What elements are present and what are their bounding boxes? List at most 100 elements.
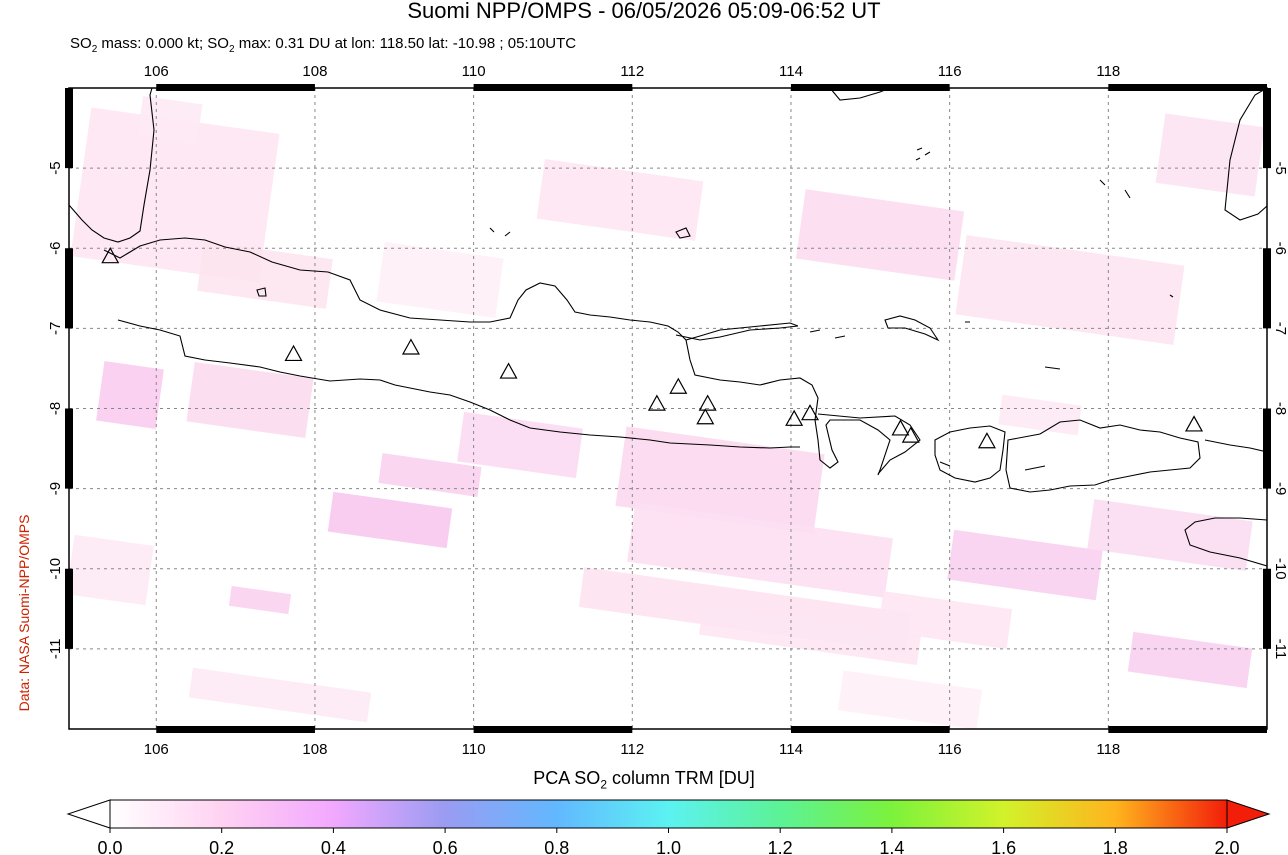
- so2-plume-swath: [378, 453, 482, 497]
- volcano-triangle-icon: [977, 432, 996, 449]
- colorbar-tick-label: 0.6: [433, 838, 458, 855]
- frame-bar-left: [65, 568, 73, 649]
- frame-bar-bottom: [1108, 726, 1267, 733]
- frame-bar-top: [156, 84, 315, 91]
- so2-plume-swath: [376, 241, 504, 319]
- frame-bar-bottom: [790, 726, 950, 733]
- so2-plume-swath: [188, 667, 372, 723]
- lat-tick-label-right: -5: [1272, 161, 1288, 174]
- volcano-triangle-icon: [901, 426, 920, 443]
- colorbar-title-post: column TRM [DU]: [607, 768, 755, 788]
- coastline-sumbawa: [1005, 419, 1201, 493]
- lon-tick-label-top: 106: [144, 63, 169, 80]
- colorbar-tick-label: 0.8: [544, 838, 569, 855]
- coastline-karimunjawa: [489, 227, 511, 237]
- so2-plume-swath: [70, 107, 280, 283]
- lon-tick-label-top: 108: [302, 63, 327, 80]
- volcano-triangle-icon: [669, 377, 688, 394]
- lon-tick-label-top: 116: [938, 63, 962, 80]
- so2-plume-layer: [69, 96, 1265, 729]
- lon-tick-label-top: 118: [1096, 63, 1120, 80]
- so2-summary-part2: mass: 0.000 kt; SO: [97, 35, 229, 52]
- so2-plume-swath: [228, 585, 292, 615]
- frame-bar-right: [1263, 88, 1271, 169]
- lat-tick-label-right: -8: [1272, 402, 1288, 415]
- volcano-triangle-icon: [401, 338, 420, 355]
- coastline-sumatra: [69, 88, 155, 243]
- so2-plume-swath: [96, 361, 164, 429]
- so2-plume-swath: [998, 394, 1082, 436]
- so2-plume-swath: [197, 241, 333, 309]
- lat-tick-label-right: -11: [1272, 639, 1288, 660]
- volcano-triangle-icon: [800, 404, 820, 421]
- coastline-kalimantan: [1224, 88, 1267, 221]
- coastline-sebesi: [256, 287, 267, 297]
- lat-tick-label-left: -7: [47, 322, 64, 335]
- coastline-bawean: [675, 227, 691, 239]
- lat-tick-label-left: -11: [47, 639, 64, 660]
- frame-bar-right: [1263, 568, 1271, 649]
- so2-plume-swath: [536, 159, 704, 241]
- volcano-triangle-icon: [499, 362, 518, 379]
- volcano-triangle-icon: [284, 344, 303, 362]
- lon-tick-label-top: 112: [620, 63, 644, 80]
- coastline-java-south: [117, 319, 800, 449]
- coastline-java-north: [103, 237, 799, 341]
- coastline-nusa-penida: [939, 461, 1046, 471]
- so2-plume-swath: [1155, 113, 1265, 197]
- lon-tick-label-bottom: 114: [779, 741, 803, 758]
- frame-bar-bottom: [473, 726, 633, 733]
- coastline-masalembu: [915, 147, 931, 161]
- volcano-triangle-icon: [698, 394, 717, 411]
- lat-tick-label-left: -8: [47, 402, 64, 415]
- coastline-flores: [1204, 439, 1267, 453]
- lat-tick-label-left: -5: [47, 161, 64, 174]
- lat-tick-label-right: -9: [1272, 482, 1288, 495]
- frame-bar-top: [790, 84, 950, 91]
- lat-tick-label-left: -10: [47, 558, 64, 580]
- colorbar-title-sub: 2: [600, 777, 607, 792]
- frame-tick-bars: [65, 84, 1271, 733]
- coastline-small-islands: [809, 179, 1174, 370]
- so2-summary: SO2 mass: 0.000 kt; SO2 max: 0.31 DU at …: [70, 35, 576, 55]
- coastline-lombok: [934, 425, 1006, 483]
- coastline-east-java: [685, 339, 891, 476]
- colorbar-tick-label: 0.0: [97, 838, 122, 855]
- colorbar-tick-label: 1.4: [879, 838, 904, 855]
- colorbar-tick-label: 2.0: [1214, 838, 1239, 855]
- lat-tick-label-right: -10: [1272, 558, 1288, 580]
- colorbar-tick-label: 0.2: [209, 838, 234, 855]
- coastline-kangean: [884, 315, 940, 342]
- frame-bar-top: [473, 84, 633, 91]
- lon-tick-label-top: 114: [779, 63, 803, 80]
- volcano-triangle-icon: [1184, 415, 1204, 432]
- lon-tick-label-bottom: 118: [1096, 741, 1120, 758]
- volcano-triangle-icon: [696, 408, 715, 425]
- colorbar-tick-label: 1.8: [1103, 838, 1128, 855]
- so2-plume-swath: [698, 604, 922, 666]
- lon-tick-label-top: 110: [462, 63, 486, 80]
- map-gridlines: [69, 88, 1267, 729]
- so2-plume-swath: [955, 235, 1185, 345]
- coastlines: [69, 88, 1267, 567]
- colorbar-tick-label: 1.2: [768, 838, 793, 855]
- lat-tick-label-right: -7: [1272, 322, 1288, 335]
- so2-summary-part1: SO: [70, 35, 92, 52]
- frame-bar-right: [1263, 248, 1271, 329]
- coastline-bali: [817, 413, 921, 475]
- so2-plume-swath: [327, 491, 453, 549]
- lat-tick-label-left: -9: [47, 482, 64, 495]
- so2-summary-part3: max: 0.31 DU at lon: 118.50 lat: -10.98 …: [234, 35, 577, 52]
- volcano-triangle-icon: [647, 394, 666, 411]
- frame-bar-left: [65, 248, 73, 329]
- frame-bar-left: [65, 408, 73, 489]
- colorbar-title-pre: PCA SO: [533, 768, 601, 788]
- volcano-triangle-icon: [101, 247, 120, 264]
- lon-tick-label-bottom: 106: [144, 741, 169, 758]
- lon-tick-label-bottom: 116: [938, 741, 962, 758]
- so2-plume-swath: [457, 411, 583, 479]
- lat-tick-label-left: -6: [47, 242, 64, 255]
- so2-plume-swath: [795, 189, 965, 281]
- lon-tick-label-bottom: 112: [620, 741, 644, 758]
